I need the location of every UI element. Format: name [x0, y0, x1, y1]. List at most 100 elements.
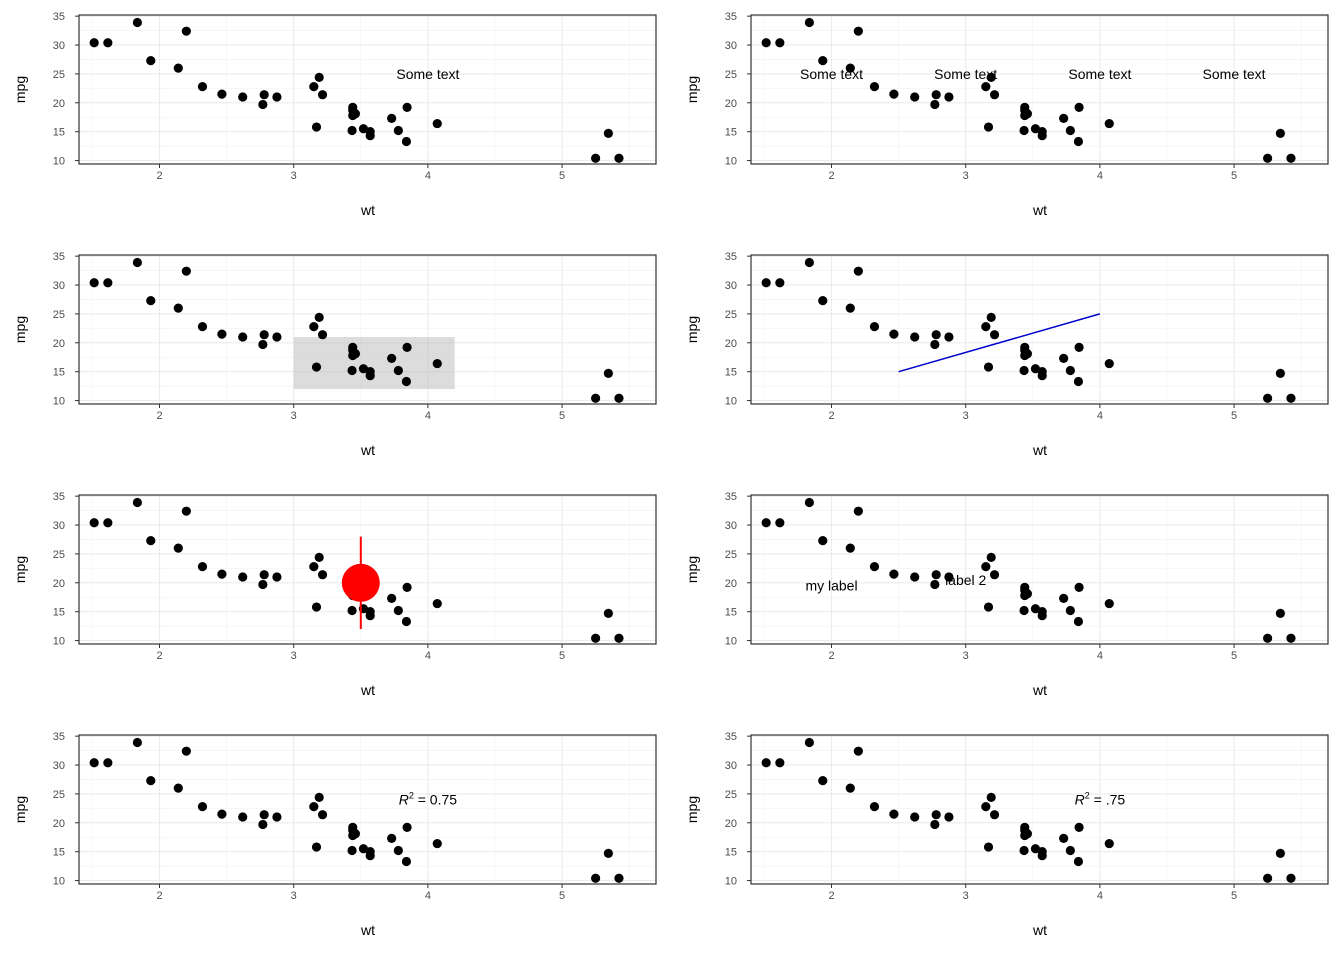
data-point [989, 90, 1000, 100]
x-axis-title: wt [360, 202, 375, 218]
annotation-pointrange-point [341, 563, 380, 602]
y-axis-title: mpg [12, 796, 28, 823]
data-point [989, 810, 1000, 820]
x-tick-label: 3 [963, 410, 969, 422]
data-point [402, 822, 412, 833]
data-point [845, 303, 855, 313]
data-point [775, 38, 785, 48]
panel-background [751, 255, 1328, 404]
data-point [347, 365, 357, 376]
data-point [910, 92, 920, 102]
data-point [197, 322, 208, 332]
data-point [432, 358, 442, 369]
data-point [944, 332, 954, 342]
data-point [146, 776, 156, 786]
y-tick-label: 25 [53, 309, 65, 321]
annotation-text: Some text [934, 66, 997, 82]
data-point [132, 17, 142, 28]
data-point [1263, 153, 1273, 163]
y-tick-label: 15 [725, 367, 737, 379]
annotation-text: label 2 [945, 572, 986, 588]
data-point [983, 602, 994, 612]
data-point [804, 497, 814, 508]
data-point [944, 92, 954, 102]
data-point [853, 266, 863, 276]
panel-border [750, 254, 1329, 405]
data-point [853, 506, 863, 516]
data-point [1263, 873, 1273, 883]
data-point [1104, 118, 1114, 129]
y-tick-label: 30 [53, 760, 65, 772]
data-point [1286, 153, 1296, 163]
data-point [591, 873, 601, 883]
data-point [944, 572, 954, 582]
data-point [603, 368, 613, 378]
data-point [981, 802, 991, 812]
data-point [761, 518, 771, 528]
y-tick-label: 30 [725, 280, 737, 292]
data-point [181, 26, 191, 36]
data-point [1074, 582, 1084, 593]
data-point [1263, 393, 1273, 403]
x-tick-label: 5 [1231, 890, 1237, 902]
data-point [258, 339, 268, 350]
annotation-r-squared: R2 = 0.75 [399, 791, 458, 808]
data-point [845, 543, 855, 553]
y-axis-title: mpg [12, 76, 28, 103]
data-point [132, 737, 142, 748]
data-point [804, 737, 814, 748]
data-point [146, 296, 156, 306]
data-point [1037, 127, 1047, 137]
data-point [402, 582, 412, 593]
y-axis-title: mpg [684, 556, 700, 583]
data-point [387, 353, 397, 363]
data-point [173, 303, 183, 313]
panel-border [78, 254, 657, 405]
x-tick-label: 3 [291, 890, 297, 902]
data-point [365, 127, 375, 137]
data-point [989, 330, 1000, 340]
data-point [931, 570, 941, 580]
data-point [889, 809, 899, 819]
data-point [173, 783, 183, 793]
x-tick-label: 2 [828, 410, 834, 422]
data-point [930, 579, 940, 590]
data-point [845, 783, 855, 793]
panel-border [78, 734, 657, 885]
data-point [1020, 350, 1030, 361]
panel-2: Some text Some text Some text Some text 2 3 4 5… [684, 11, 1329, 218]
data-point [393, 365, 403, 376]
data-point [1275, 128, 1285, 138]
panel-border [78, 14, 657, 165]
y-tick-label: 35 [725, 251, 737, 263]
data-point [1275, 368, 1285, 378]
data-point [258, 579, 268, 590]
y-tick-label: 15 [725, 847, 737, 859]
data-point [365, 847, 375, 857]
data-point [347, 605, 357, 616]
data-point [432, 118, 442, 129]
data-point [986, 792, 996, 802]
data-point [348, 342, 358, 353]
data-point [853, 26, 863, 36]
y-tick-label: 20 [53, 818, 65, 830]
data-point [1073, 376, 1084, 387]
y-tick-label: 35 [53, 11, 65, 23]
data-point [314, 792, 324, 802]
data-point [311, 122, 322, 132]
data-point [1286, 873, 1296, 883]
y-tick-label: 25 [725, 789, 737, 801]
x-tick-label: 4 [1097, 890, 1103, 902]
data-point [1037, 607, 1047, 617]
data-point [309, 562, 319, 572]
x-tick-label: 4 [1097, 650, 1103, 662]
data-point [393, 125, 403, 136]
y-tick-label: 25 [53, 549, 65, 561]
data-point [103, 758, 113, 768]
data-point [804, 257, 814, 268]
y-tick-label: 10 [725, 396, 737, 408]
y-tick-label: 15 [725, 127, 737, 139]
data-point [259, 810, 269, 820]
data-point [432, 838, 442, 849]
data-point [347, 125, 357, 136]
